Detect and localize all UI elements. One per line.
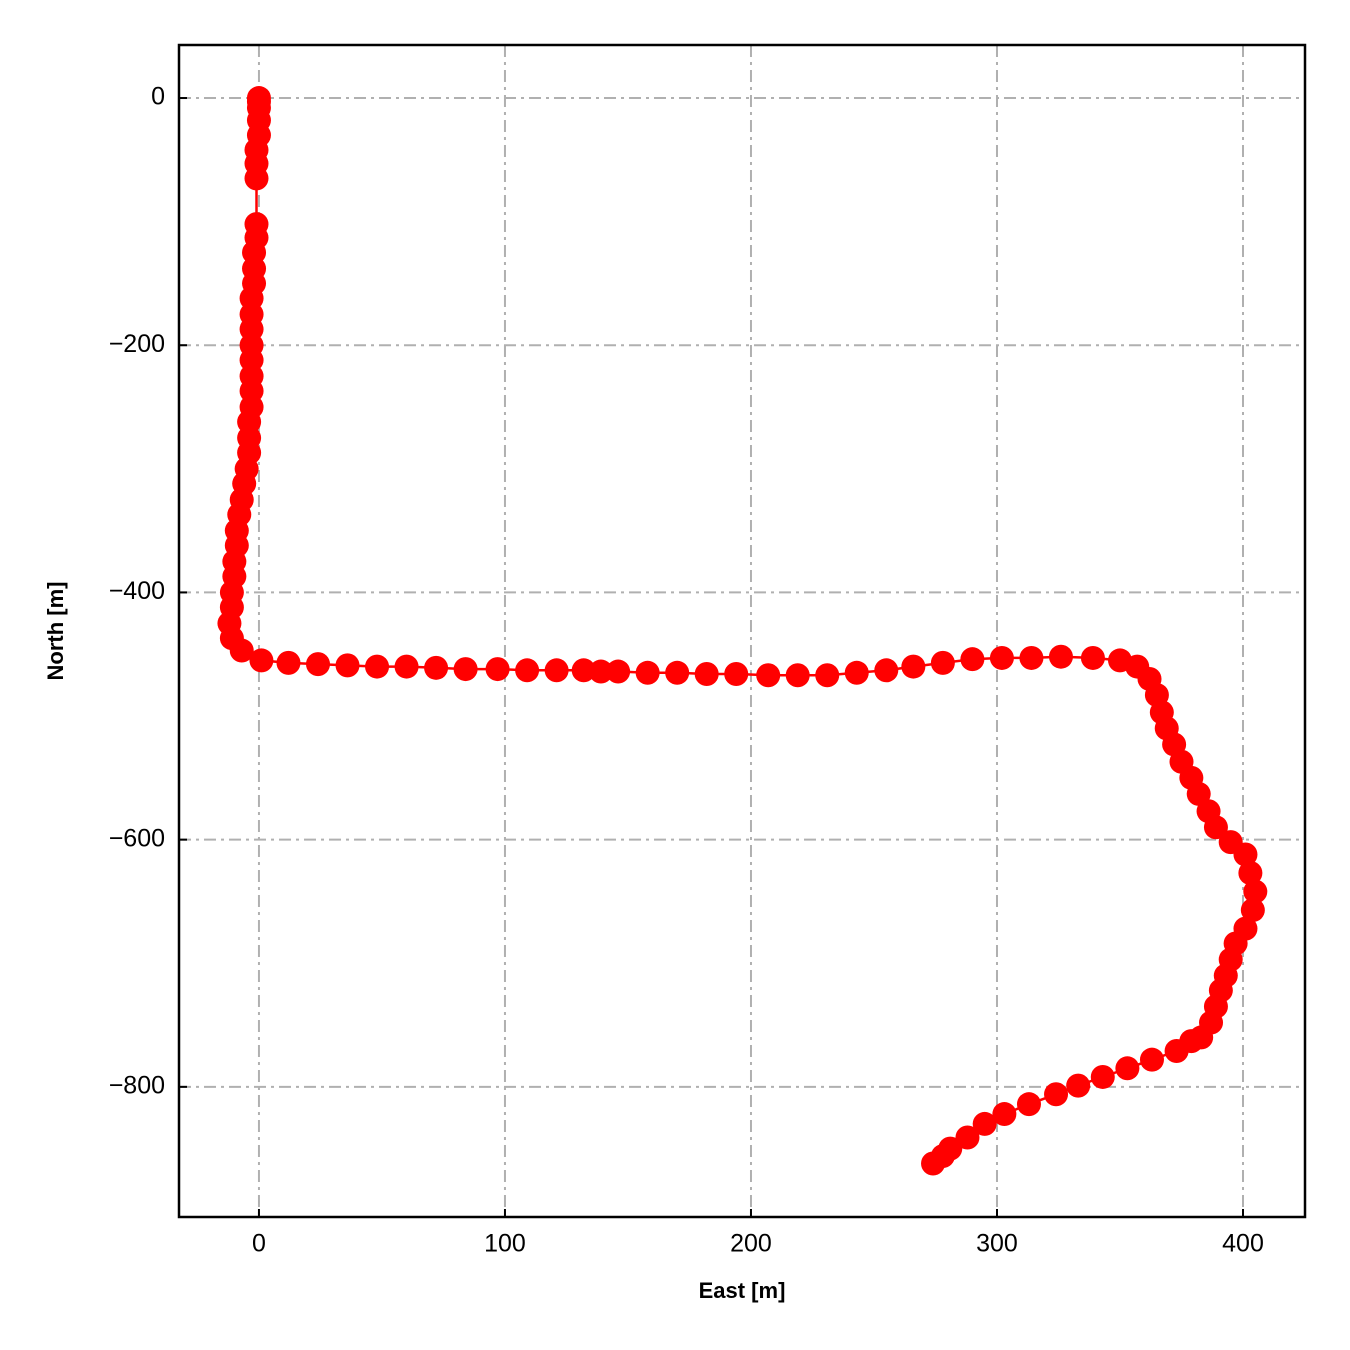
point bbox=[694, 662, 719, 687]
point bbox=[930, 650, 955, 675]
x-axis-label: East [m] bbox=[699, 1278, 786, 1303]
point bbox=[955, 1125, 980, 1150]
point bbox=[1164, 1039, 1189, 1064]
point bbox=[1115, 1056, 1140, 1081]
point bbox=[1048, 644, 1073, 669]
grid bbox=[179, 45, 1305, 1217]
point bbox=[960, 647, 985, 672]
point bbox=[1016, 1092, 1041, 1117]
point bbox=[972, 1111, 997, 1136]
point bbox=[571, 658, 596, 683]
point bbox=[606, 659, 631, 684]
point bbox=[844, 660, 869, 685]
point bbox=[1203, 815, 1228, 840]
point bbox=[665, 660, 690, 685]
y-tick-label: −400 bbox=[109, 577, 165, 605]
point bbox=[424, 655, 449, 680]
point bbox=[276, 650, 301, 675]
point bbox=[1090, 1064, 1115, 1089]
y-axis-label: North [m] bbox=[43, 582, 68, 681]
point bbox=[874, 658, 899, 683]
point bbox=[724, 662, 749, 687]
point bbox=[544, 658, 569, 683]
trajectory-line bbox=[228, 98, 1257, 1165]
point bbox=[785, 663, 810, 688]
point bbox=[1238, 861, 1263, 886]
point bbox=[588, 659, 613, 684]
point bbox=[453, 657, 478, 682]
ticks: 0 100 200 300 400 −800 −600 −400 −200 0 bbox=[109, 83, 1264, 1258]
point bbox=[1139, 1047, 1164, 1072]
plot-area bbox=[217, 86, 1268, 1176]
y-tick-label: −600 bbox=[109, 824, 165, 852]
x-tick-label: 200 bbox=[730, 1230, 772, 1258]
point bbox=[901, 654, 926, 679]
x-tick-label: 300 bbox=[976, 1230, 1018, 1258]
point bbox=[989, 645, 1014, 670]
point bbox=[921, 1151, 946, 1176]
point bbox=[229, 638, 254, 663]
point bbox=[249, 648, 274, 673]
point bbox=[815, 663, 840, 688]
x-tick-label: 100 bbox=[484, 1230, 526, 1258]
point bbox=[1243, 879, 1268, 904]
y-tick-label: −200 bbox=[109, 330, 165, 358]
point bbox=[756, 663, 781, 688]
point bbox=[1044, 1082, 1069, 1107]
point bbox=[1019, 645, 1044, 670]
x-tick-label: 400 bbox=[1222, 1230, 1264, 1258]
point bbox=[365, 654, 390, 679]
point bbox=[1240, 898, 1265, 923]
point bbox=[992, 1102, 1017, 1127]
point bbox=[1080, 645, 1105, 670]
point bbox=[305, 652, 330, 677]
axes-frame bbox=[177, 43, 1307, 1219]
point bbox=[394, 654, 419, 679]
point bbox=[635, 660, 660, 685]
x-tick-label: 0 bbox=[252, 1230, 266, 1258]
y-tick-label: −800 bbox=[109, 1071, 165, 1099]
point bbox=[1233, 842, 1258, 867]
point bbox=[244, 166, 269, 191]
point bbox=[1066, 1073, 1091, 1098]
point bbox=[515, 658, 540, 683]
point bbox=[485, 657, 510, 682]
y-tick-label: 0 bbox=[151, 83, 165, 111]
point bbox=[335, 653, 360, 678]
